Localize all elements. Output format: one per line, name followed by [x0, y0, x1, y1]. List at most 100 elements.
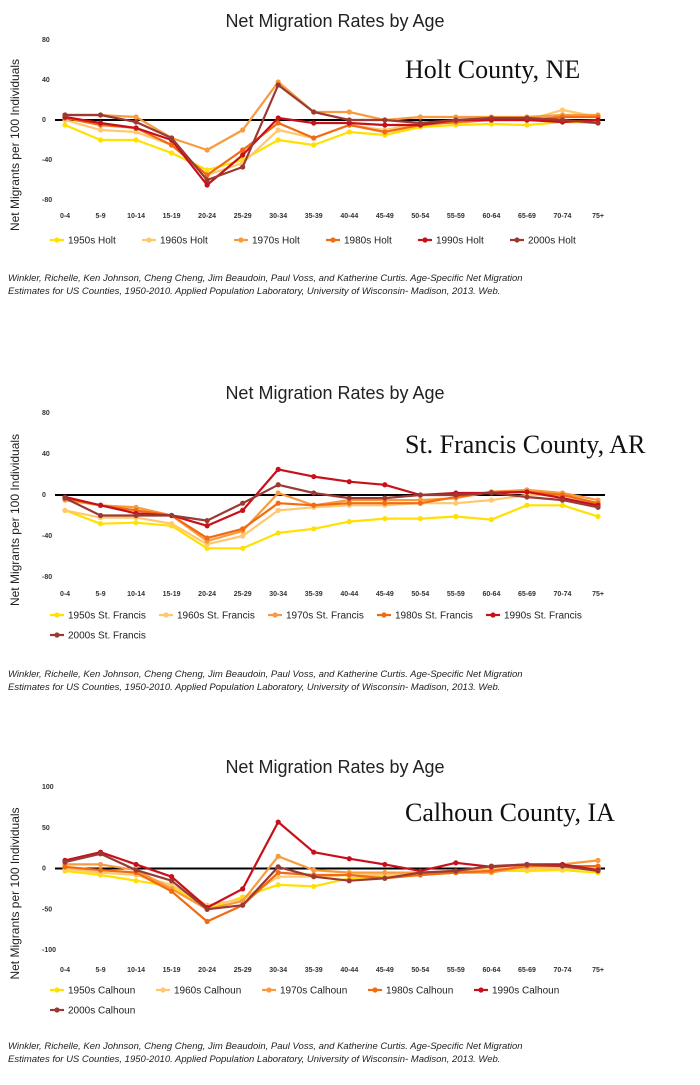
- data-point: [133, 137, 139, 143]
- legend-swatch-dot: [266, 987, 272, 993]
- series-line-6: [64, 852, 599, 911]
- data-point: [346, 500, 352, 506]
- legend-label: 2000s Calhoun: [68, 1006, 135, 1017]
- y-tick-label: 0: [42, 492, 46, 499]
- legend-swatch-dot: [238, 237, 244, 243]
- data-point: [453, 117, 459, 123]
- y-tick-label: -40: [42, 157, 52, 164]
- data-point: [62, 122, 68, 128]
- data-point: [133, 114, 139, 120]
- data-point: [204, 545, 210, 551]
- data-point: [595, 868, 601, 874]
- x-tick-label: 55-59: [447, 967, 465, 974]
- legend-label: 1950s Holt: [68, 236, 116, 247]
- data-point: [417, 869, 423, 876]
- chart-panel-st-francis: Net Migration Rates by Age St. Francis Co…: [0, 375, 700, 715]
- legend-item: 1970s Holt: [234, 236, 300, 247]
- x-tick-label: 70-74: [554, 967, 572, 974]
- data-point: [169, 888, 175, 894]
- y-tick-label: 80: [42, 37, 50, 44]
- legend-label: 1980s Calhoun: [386, 986, 453, 997]
- data-point: [240, 500, 246, 506]
- legend-swatch-dot: [160, 987, 166, 993]
- data-point: [595, 504, 601, 510]
- series-line-1: [64, 120, 599, 172]
- data-point: [559, 863, 566, 869]
- x-tick-label: 50-54: [411, 967, 429, 974]
- data-point: [97, 127, 104, 133]
- legend-label: 1990s Holt: [436, 236, 484, 247]
- data-point: [453, 492, 459, 498]
- x-tick-label: 55-59: [447, 591, 465, 598]
- data-point: [595, 513, 601, 520]
- data-point: [275, 120, 281, 126]
- data-point: [133, 520, 139, 526]
- data-point: [453, 868, 459, 874]
- data-point: [133, 861, 139, 868]
- data-point: [240, 526, 246, 532]
- series-line-2: [64, 493, 599, 546]
- legend-item: 1960s St. Francis: [159, 611, 255, 622]
- legend-label: 1950s Calhoun: [68, 986, 135, 997]
- citation: Winkler, Richelle, Ken Johnson, Cheng Ch…: [8, 1040, 698, 1066]
- x-tick-label: 10-14: [127, 591, 145, 598]
- x-tick-label: 60-64: [482, 591, 500, 598]
- data-point: [169, 882, 175, 888]
- data-point: [275, 490, 281, 496]
- x-tick-label: 35-39: [305, 591, 323, 598]
- line-chart: Net Migration Rates by Age Calhoun County…: [8, 757, 615, 1017]
- legend-swatch-dot: [54, 612, 60, 618]
- data-point: [97, 137, 104, 143]
- x-tick-label: 5-9: [95, 213, 105, 220]
- data-point: [62, 495, 68, 501]
- data-point: [346, 129, 352, 135]
- y-tick-label: 0: [42, 866, 46, 873]
- legend-swatch-dot: [54, 237, 60, 243]
- data-point: [417, 515, 423, 522]
- data-point: [240, 127, 246, 133]
- legend-label: 1970s St. Francis: [286, 611, 364, 622]
- data-point: [97, 861, 104, 868]
- y-tick-label: 0: [42, 117, 46, 124]
- data-point: [275, 853, 281, 859]
- x-tick-label: 60-64: [482, 967, 500, 974]
- data-point: [311, 120, 317, 126]
- data-point: [453, 500, 459, 506]
- data-point: [275, 530, 281, 536]
- data-point: [346, 117, 352, 123]
- data-point: [133, 867, 139, 873]
- x-tick-label: 30-34: [269, 967, 287, 974]
- data-point: [382, 875, 388, 881]
- y-tick-label: 40: [42, 77, 50, 84]
- data-point: [311, 526, 317, 532]
- legend-item: 1970s St. Francis: [268, 611, 364, 622]
- legend-swatch-dot: [381, 612, 387, 618]
- data-point: [382, 117, 388, 123]
- x-tick-label: 15-19: [163, 213, 181, 220]
- data-point: [240, 902, 246, 908]
- data-point: [488, 497, 494, 503]
- data-point: [62, 864, 68, 870]
- data-point: [133, 878, 139, 884]
- county-annotation: Calhoun County, IA: [405, 798, 615, 827]
- x-tick-label: 40-44: [340, 591, 358, 598]
- legend-label: 2000s St. Francis: [68, 631, 146, 642]
- x-tick-label: 0-4: [60, 967, 70, 974]
- data-point: [346, 856, 352, 862]
- data-point: [382, 869, 388, 876]
- data-point: [275, 819, 281, 825]
- x-tick-label: 25-29: [234, 967, 252, 974]
- data-point: [488, 121, 494, 127]
- x-tick-label: 0-4: [60, 213, 70, 220]
- data-point: [204, 918, 210, 925]
- data-point: [97, 120, 104, 126]
- data-point: [524, 122, 530, 128]
- x-tick-label: 45-49: [376, 591, 394, 598]
- legend-swatch-dot: [54, 987, 60, 993]
- data-point: [240, 886, 246, 892]
- data-point: [311, 473, 317, 480]
- data-point: [488, 517, 494, 523]
- legend-swatch-dot: [490, 612, 496, 618]
- x-tick-label: 20-24: [198, 213, 216, 220]
- citation-line: Winkler, Richelle, Ken Johnson, Cheng Ch…: [8, 669, 523, 680]
